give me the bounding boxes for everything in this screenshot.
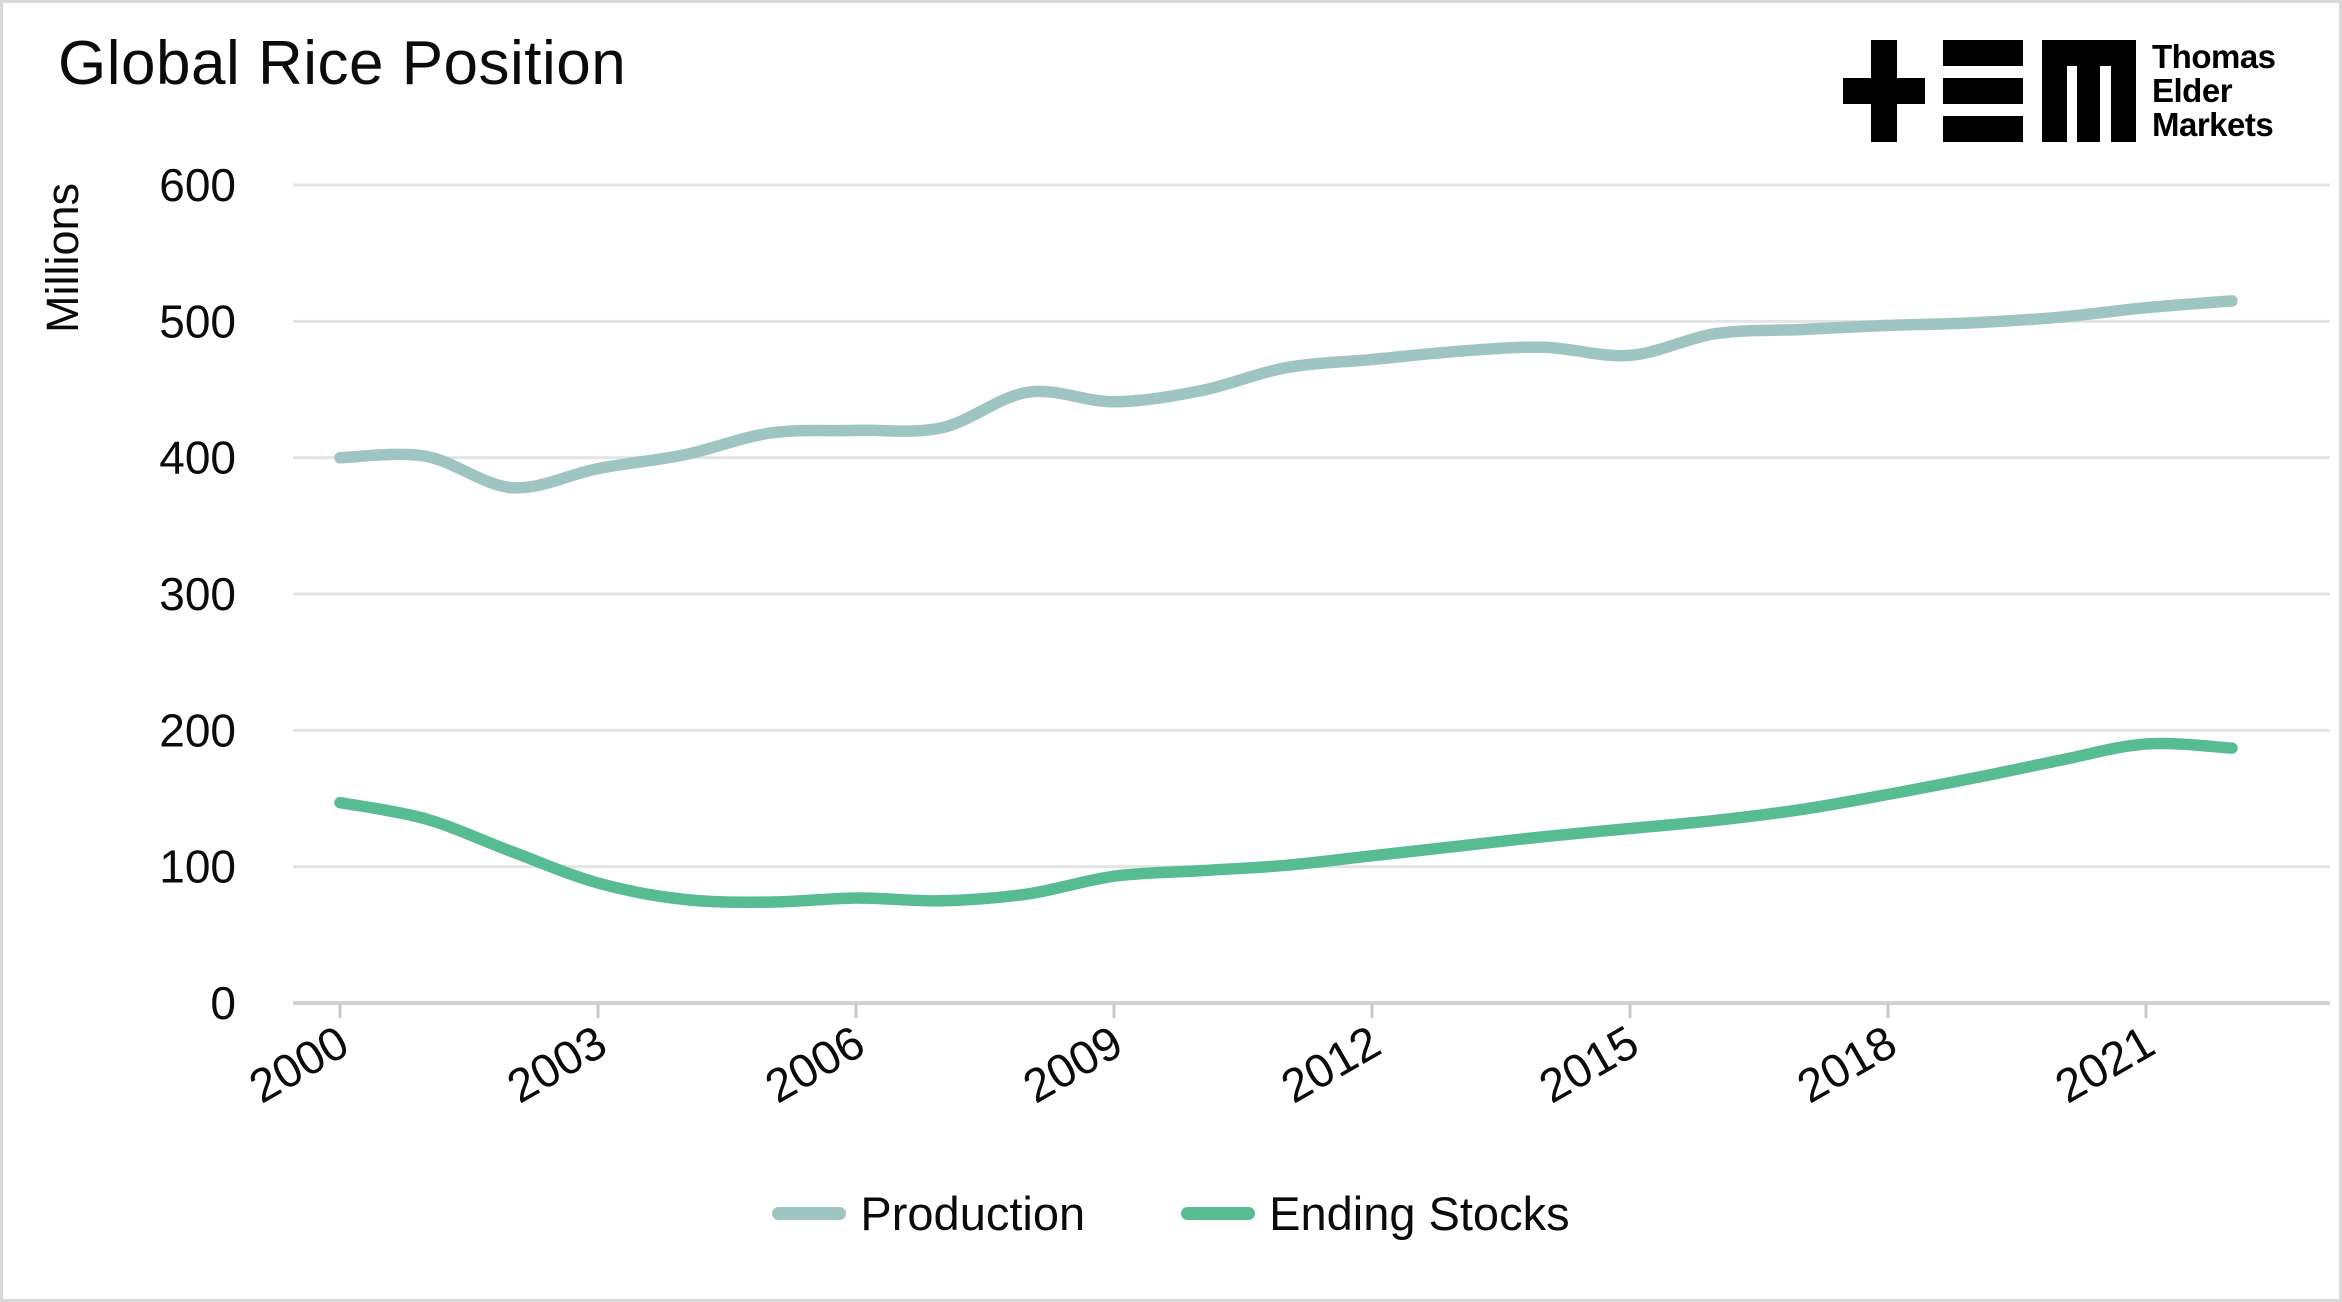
- y-tick-label: 400: [159, 432, 236, 484]
- legend-swatch: [1181, 1207, 1256, 1220]
- ending-stocks-line: [334, 737, 2238, 908]
- x-tick-label: 2009: [1014, 1015, 1131, 1113]
- chart-title: Global Rice Position: [58, 29, 627, 98]
- x-tick-label: 2018: [1788, 1015, 1905, 1113]
- production-line: [334, 295, 2238, 494]
- legend-label: Production: [860, 1187, 1086, 1240]
- y-tick-label: 0: [210, 977, 236, 1029]
- y-tick-label: 300: [159, 568, 236, 620]
- logo-word-elder: Elder: [2152, 72, 2233, 109]
- y-axis-title: Millions: [37, 183, 88, 333]
- legend-swatch: [772, 1207, 847, 1220]
- y-tick-label: 200: [159, 704, 236, 756]
- thomas-elder-markets-logo: Thomas Elder Markets: [1843, 40, 2313, 144]
- y-tick-label: 500: [159, 295, 236, 347]
- x-tick-label: 2012: [1272, 1015, 1389, 1113]
- logo-wordmark: Thomas Elder Markets: [2152, 40, 2276, 142]
- logo-word-thomas: Thomas: [2152, 38, 2276, 75]
- tem-logo-icon: [1843, 40, 2136, 142]
- legend-label: Ending Stocks: [1269, 1187, 1570, 1240]
- x-tick-label: 2021: [2046, 1015, 2163, 1113]
- legend-item-ending-stocks: Ending Stocks: [1181, 1186, 1570, 1241]
- x-tick-label: 2000: [240, 1015, 357, 1113]
- logo-word-markets: Markets: [2152, 106, 2274, 143]
- chart-legend: Production Ending Stocks: [0, 1186, 2342, 1241]
- x-tick-label: 2006: [756, 1015, 873, 1113]
- x-tick-label: 2015: [1530, 1015, 1647, 1113]
- y-tick-label: 600: [159, 159, 236, 211]
- y-tick-label: 100: [159, 841, 236, 893]
- legend-item-production: Production: [772, 1186, 1085, 1241]
- x-tick-label: 2003: [498, 1015, 615, 1113]
